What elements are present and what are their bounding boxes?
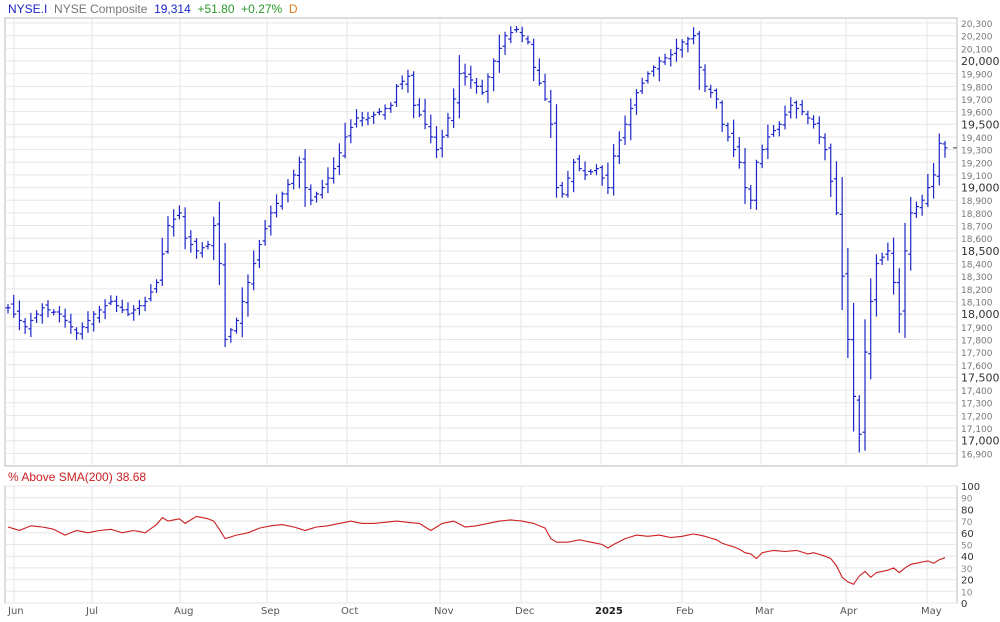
x-axis-month-label: Sep xyxy=(261,606,280,617)
price-axis-tick-label: 17,100 xyxy=(961,425,993,435)
price-axis-tick-label: 16,900 xyxy=(961,450,993,460)
price-axis-tick-label: 18,300 xyxy=(961,273,993,283)
price-axis-tick-label: 19,900 xyxy=(961,71,993,81)
indicator-axis-tick-label: 100 xyxy=(961,482,980,493)
price-axis-tick-label: 18,800 xyxy=(961,210,993,220)
price-axis-tick-label: 18,200 xyxy=(961,286,993,296)
x-axis-month-label: Oct xyxy=(341,606,358,617)
price-axis-tick-label: 17,200 xyxy=(961,412,993,422)
indicator-axis-tick-label: 90 xyxy=(961,495,973,505)
price-axis-tick-label: 20,300 xyxy=(961,20,993,30)
indicator-axis-tick-label: 0 xyxy=(961,599,967,610)
price-axis-tick-label: 20,100 xyxy=(961,45,993,55)
price-axis-tick-label: 19,200 xyxy=(961,159,993,169)
price-axis-tick-label: 18,500 xyxy=(961,245,1000,258)
price-axis-tick-label: 17,500 xyxy=(961,371,1000,384)
price-axis-tick-label: 19,000 xyxy=(961,182,1000,195)
price-axis-tick-label: 19,400 xyxy=(961,134,993,144)
indicator-header: % Above SMA(200) 38.68 xyxy=(8,470,146,484)
indicator-label: % Above SMA(200) xyxy=(8,470,113,484)
price-change-pct-label: +0.27% xyxy=(241,2,283,16)
x-axis-month-label: Jun xyxy=(7,606,24,617)
price-axis-tick-label: 19,100 xyxy=(961,172,993,182)
indicator-axis-tick-label: 60 xyxy=(961,529,974,540)
price-change-label: +51.80 xyxy=(197,2,235,16)
indicator-axis-tick-label: 80 xyxy=(961,505,974,516)
x-axis-month-label: Aug xyxy=(174,606,194,617)
price-axis-tick-label: 19,300 xyxy=(961,147,993,157)
price-axis-tick-label: 17,000 xyxy=(961,435,1000,448)
x-axis-month-label: May xyxy=(921,606,942,617)
last-price-label: 19,314 xyxy=(154,2,191,16)
price-axis-tick-label: 19,600 xyxy=(961,109,993,119)
x-axis-month-label: Jul xyxy=(85,606,98,617)
symbol-label: NYSE.I xyxy=(8,2,48,16)
price-axis-tick-label: 18,600 xyxy=(961,235,993,245)
indicator-axis-tick-label: 50 xyxy=(961,542,973,552)
price-axis-tick-label: 19,800 xyxy=(961,83,993,93)
chart-header: NYSE.I NYSE Composite 19,314 +51.80 +0.2… xyxy=(8,2,298,16)
price-axis-tick-label: 18,000 xyxy=(961,308,1000,321)
indicator-line xyxy=(7,515,946,585)
price-axis-tick-label: 17,300 xyxy=(961,400,993,410)
price-axis-tick-label: 17,400 xyxy=(961,387,993,397)
x-axis-month-label: Dec xyxy=(515,606,534,617)
x-axis-month-label: Nov xyxy=(434,606,454,617)
price-axis-tick-label: 20,000 xyxy=(961,55,1000,68)
price-axis-tick-label: 19,700 xyxy=(961,96,993,106)
price-panel xyxy=(4,17,958,467)
price-axis-tick-label: 17,900 xyxy=(961,324,993,334)
x-axis-month-label: Feb xyxy=(676,606,694,617)
price-axis-tick-label: 17,800 xyxy=(961,336,993,346)
period-label: D xyxy=(288,2,298,16)
index-name-label: NYSE Composite xyxy=(54,2,148,16)
indicator-axis-tick-label: 30 xyxy=(961,565,973,575)
price-axis-tick-label: 18,100 xyxy=(961,298,993,308)
indicator-value-label: 38.68 xyxy=(116,470,147,484)
indicator-axis-tick-label: 20 xyxy=(961,576,974,587)
price-axis-tick-label: 17,600 xyxy=(961,362,993,372)
indicator-axis-tick-label: 10 xyxy=(961,588,973,598)
x-axis-month-label: 2025 xyxy=(595,606,623,617)
price-axis-tick-label: 18,700 xyxy=(961,223,993,233)
price-axis-tick-label: 17,700 xyxy=(961,349,993,359)
indicator-axis-tick-label: 70 xyxy=(961,518,973,528)
price-axis-tick-label: 20,200 xyxy=(961,33,993,43)
indicator-axis-tick-label: 40 xyxy=(961,552,974,563)
price-axis-tick-label: 19,500 xyxy=(961,118,1000,131)
price-axis-tick-label: 18,400 xyxy=(961,261,993,271)
x-axis-month-label: Apr xyxy=(840,606,858,617)
price-axis-tick-label: 18,900 xyxy=(961,197,993,207)
x-axis-month-label: Mar xyxy=(755,606,775,617)
